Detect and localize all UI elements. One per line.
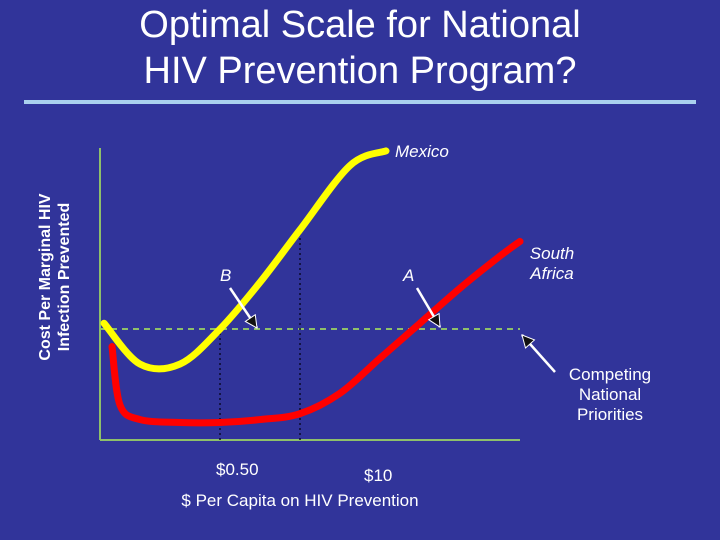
title-line-2: HIV Prevention Program? <box>143 50 577 92</box>
y-axis-label-line-2: Infection Prevented <box>56 202 73 352</box>
series-line-south-africa <box>108 237 524 427</box>
y-axis-label: Cost Per Marginal HIV Infection Prevente… <box>36 147 74 407</box>
x-tick-label-0-50: $0.50 <box>216 460 259 479</box>
label-b: B <box>220 266 232 285</box>
label-competing-line-3: Priorities <box>576 405 644 424</box>
label-a: A <box>403 266 415 285</box>
x-tick-label-10: $10 <box>364 466 393 485</box>
arrow-b <box>228 287 259 329</box>
label-mexico: Mexico <box>395 142 449 161</box>
title-line-1: Optimal Scale for National <box>139 4 581 46</box>
arrow-competing <box>521 334 556 373</box>
label-competing-priorities: Competing National Priorities <box>555 365 665 425</box>
label-south-africa-line-1: South <box>529 244 575 263</box>
series-line-mexico <box>100 147 390 373</box>
y-axis-label-line-1: Cost Per Marginal HIV <box>37 193 54 361</box>
title-divider <box>24 100 696 104</box>
label-competing-line-2: National <box>578 385 642 404</box>
x-axis-label: $ Per Capita on HIV Prevention <box>181 491 419 510</box>
arrow-a <box>415 287 442 328</box>
label-south-africa-line-2: Africa <box>530 264 574 283</box>
label-south-africa: South Africa <box>515 244 589 284</box>
label-competing-line-1: Competing <box>568 365 652 384</box>
slide-title: Optimal Scale for National HIV Preventio… <box>0 2 720 94</box>
